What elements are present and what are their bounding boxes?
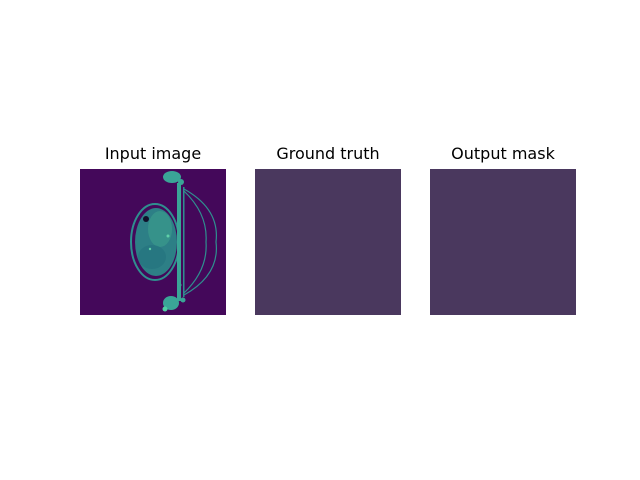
input-image [80,169,226,315]
ground-truth-panel: Ground truth [255,143,401,315]
ground-truth-title: Ground truth [276,144,380,163]
output-mask-panel: Output mask [430,143,576,315]
output-mask-title: Output mask [451,144,555,163]
ground-truth-image [255,169,401,315]
output-mask-image [430,169,576,315]
input-image-title: Input image [104,144,202,163]
input-image-panel: Input image [80,143,226,315]
